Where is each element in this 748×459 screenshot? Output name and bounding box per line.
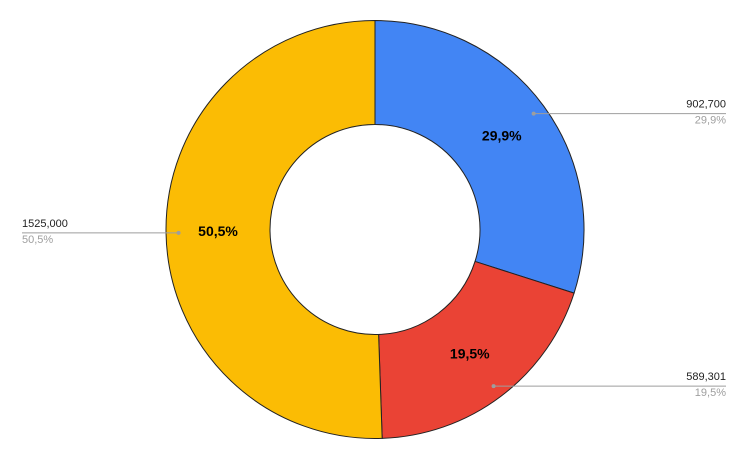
value-label: 902,700	[686, 99, 726, 111]
leader-dot	[531, 111, 536, 116]
donut-slice	[374, 19, 585, 294]
slice-percent-label: 19,5%	[450, 345, 490, 361]
percent-label: 50,5%	[22, 234, 53, 246]
leader-dot	[491, 384, 496, 389]
percent-label: 29,9%	[695, 115, 726, 127]
donut-slice	[165, 19, 383, 439]
value-label: 589,301	[686, 371, 726, 383]
leader-dot	[176, 230, 181, 235]
slice-percent-label: 50,5%	[198, 223, 238, 239]
slice-percent-label: 29,9%	[482, 128, 522, 144]
value-label: 1525,000	[22, 218, 68, 230]
percent-label: 19,5%	[695, 387, 726, 399]
donut-slice	[378, 260, 575, 439]
